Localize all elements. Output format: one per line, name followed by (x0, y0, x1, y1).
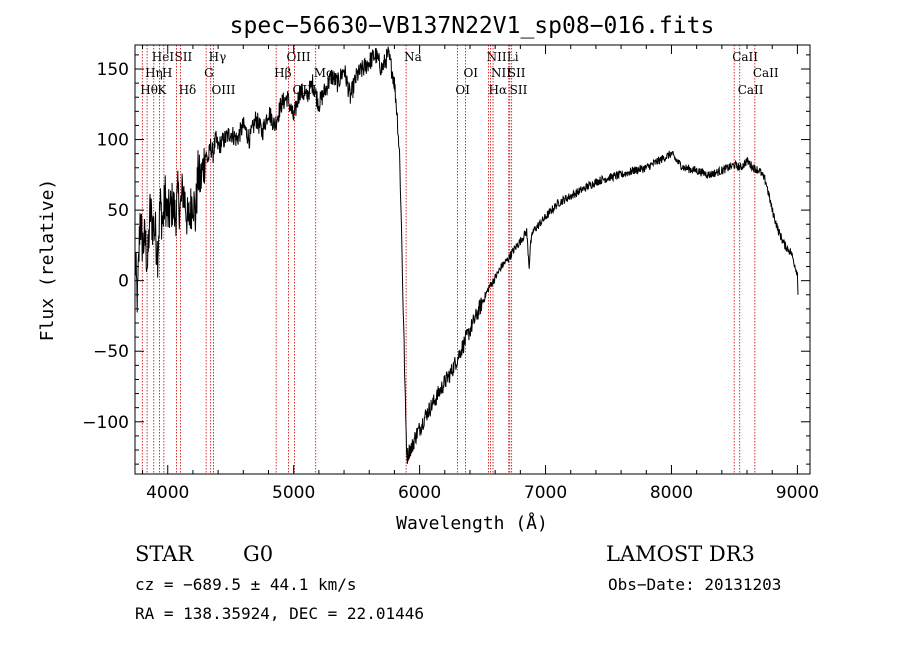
survey-name: LAMOST DR3 (606, 542, 755, 566)
line-marker-label: OI (455, 83, 470, 97)
x-tick-label: 9000 (776, 483, 819, 503)
y-axis-label: Flux (relative) (37, 179, 58, 342)
line-marker-label: HeI (152, 50, 175, 64)
line-marker-label: SII (175, 50, 193, 64)
line-marker-label: Hδ (179, 83, 197, 97)
y-tick-label: 0 (118, 272, 129, 292)
line-marker-label: Hβ (274, 66, 291, 80)
line-marker-label: Hθ (140, 83, 158, 97)
x-tick-label: 5000 (272, 483, 315, 503)
line-marker-label: G (204, 66, 214, 80)
y-tick-label: 150 (97, 60, 129, 80)
y-tick-label: 100 (97, 131, 129, 151)
line-marker-label: CaII (753, 66, 779, 80)
line-marker-label: NII (487, 50, 507, 64)
x-tick-label: 7000 (524, 483, 567, 503)
object-subclass: G0 (243, 542, 273, 566)
spectrum-series (134, 46, 799, 464)
y-tick-label: 50 (107, 201, 129, 221)
x-tick-label: 4000 (146, 483, 189, 503)
line-marker-label: K (157, 83, 167, 97)
line-marker-label: Mg (314, 66, 334, 80)
y-tick-label: −100 (82, 413, 129, 433)
x-tick-label: 6000 (398, 483, 441, 503)
series-line (134, 46, 799, 464)
x-axis-label: Wavelength (Å) (396, 512, 548, 534)
line-marker-label: Na (404, 50, 422, 64)
line-marker-label: Hγ (209, 50, 227, 64)
line-marker-label: CaII (738, 83, 764, 97)
coordinates: RA = 138.35924, DEC = 22.01446 (135, 604, 424, 623)
obs-date: Obs−Date: 20131203 (608, 575, 781, 594)
line-marker-label: OIII (211, 83, 235, 97)
line-marker-label: CaII (732, 50, 758, 64)
y-axis-ticks: −100 −50 0 50 100 150 (82, 54, 810, 465)
chart-title: spec−56630−VB137N22V1_sp08−016.fits (230, 13, 715, 39)
line-marker-label: OI (463, 66, 478, 80)
line-marker-label: Li (507, 50, 519, 64)
cz-value: cz = −689.5 ± 44.1 km/s (135, 575, 357, 594)
object-class: STAR (135, 542, 194, 566)
line-marker-label: Hα (489, 83, 508, 97)
plot-frame (134, 44, 811, 475)
line-marker-label: NII (491, 66, 511, 80)
line-marker-label: SII (510, 83, 528, 97)
spectral-line-markers: HθHηHeIKHSIIHδGHγOIIIHβOIIIOIIIMgNaOIOIN… (140, 45, 779, 474)
line-marker-label: OIII (287, 50, 311, 64)
y-tick-label: −50 (93, 342, 129, 362)
line-marker-label: SII (508, 66, 526, 80)
x-tick-label: 8000 (650, 483, 693, 503)
line-marker-label: H (162, 66, 172, 80)
x-axis-ticks: 4000 5000 6000 7000 8000 9000 (142, 45, 819, 503)
